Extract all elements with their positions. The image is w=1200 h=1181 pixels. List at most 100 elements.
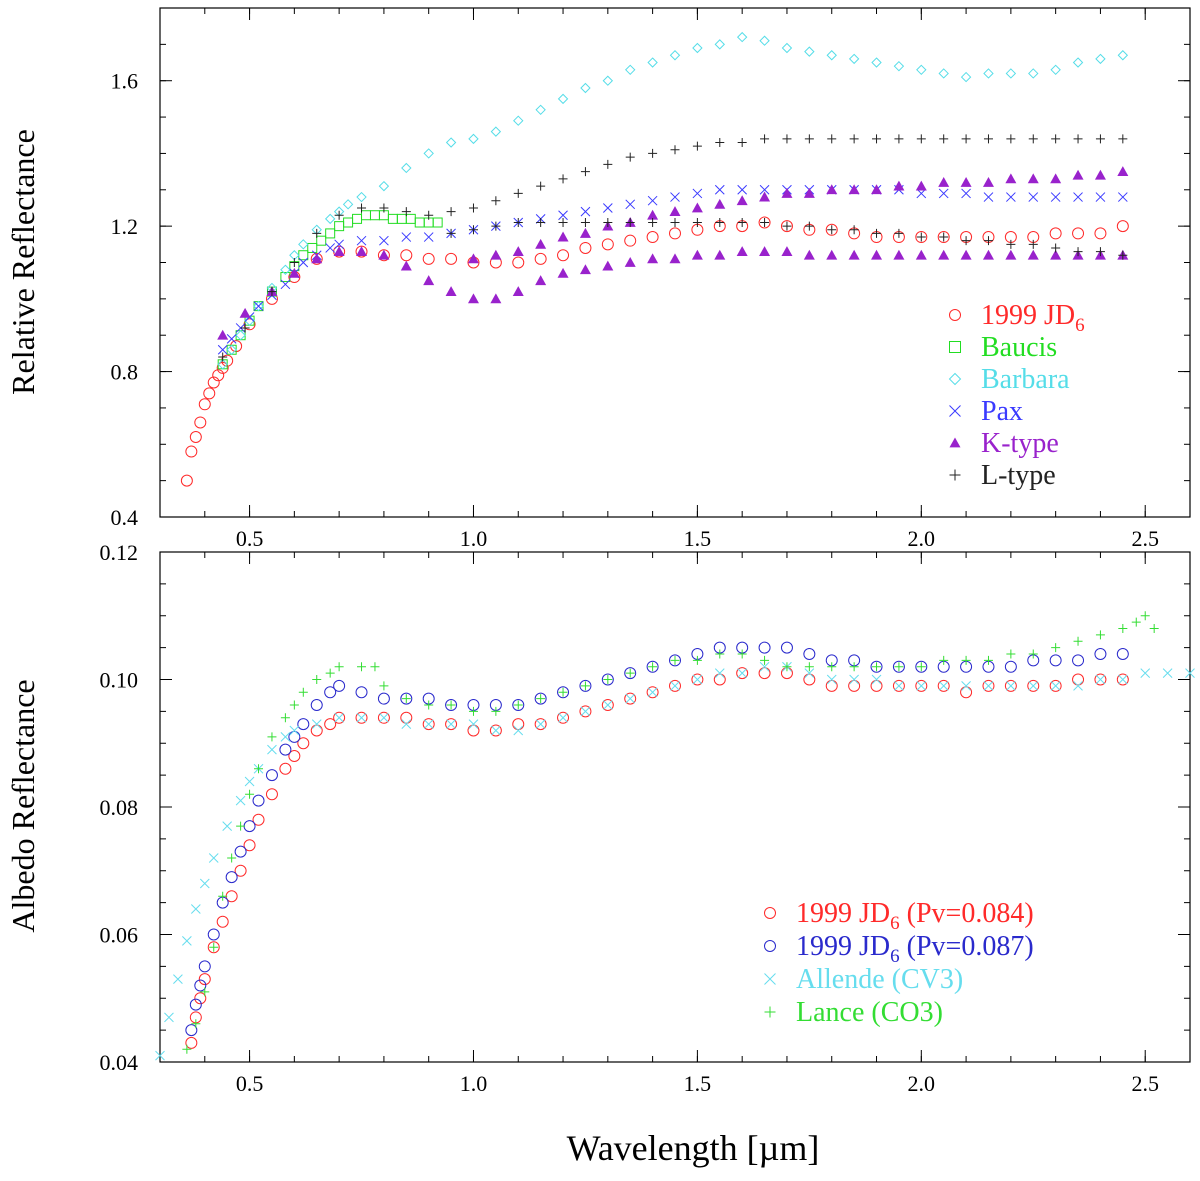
point-k-type	[647, 209, 659, 220]
point-lance-co3	[625, 668, 635, 678]
bottom-panel-ylabel: Albedo Reflectance	[5, 679, 41, 932]
point-k-type	[1027, 173, 1039, 184]
point-lance-co3	[804, 662, 814, 672]
point-1999-jd6-pv-0-087	[189, 998, 202, 1011]
legend-label-1999-jd6-pv-0-084: 1999 JD6 (Pv=0.084)	[796, 898, 1034, 934]
point-1999-jd6-pv-0-084	[1027, 679, 1040, 692]
point-lance-co3	[513, 700, 523, 710]
point-barbara	[1050, 64, 1061, 76]
point-1999-jd6-pv-0-087	[279, 743, 292, 756]
legend-marker-pax	[949, 405, 961, 417]
point-k-type	[356, 246, 368, 256]
point-allende-cv3	[1162, 668, 1173, 678]
point-1999-jd6-pv-0-087	[185, 1024, 198, 1037]
point-1999-jd6-pv-0-084	[534, 718, 547, 731]
point-1999-jd6-pv-0-084	[982, 679, 995, 692]
point-l-type	[267, 287, 277, 297]
point-allende-cv3	[280, 732, 291, 742]
point-barbara	[1117, 50, 1129, 61]
point-lance-co3	[236, 821, 246, 831]
point-1999-jd6-pv-0-087	[297, 718, 310, 731]
point-pax	[1028, 192, 1039, 202]
point-l-type	[648, 148, 658, 158]
point-1999-jd6-pv-0-084	[279, 762, 292, 775]
legend-name: Pax	[981, 396, 1023, 427]
point-1999-jd6-pv-0-084	[1072, 673, 1085, 686]
legend-marker-1999-jd6-pv-0-084	[764, 907, 776, 919]
point-allende-cv3	[1140, 668, 1151, 678]
point-baucis	[396, 213, 407, 224]
point-l-type	[737, 218, 747, 228]
point-l-type	[1028, 239, 1038, 249]
point-l-type	[737, 138, 747, 148]
point-allende-cv3	[826, 674, 837, 685]
point-l-type	[491, 221, 501, 231]
point-barbara	[217, 359, 228, 370]
point-1999-jd6-pv-0-084	[1049, 679, 1062, 692]
point-pax	[356, 235, 367, 246]
point-k-type	[579, 227, 591, 238]
point-barbara	[826, 50, 837, 61]
legend-label-1999-jd6-pv-0-087: 1999 JD6 (Pv=0.087)	[796, 931, 1034, 967]
point-k-type	[893, 180, 905, 191]
point-1999-jd6-pv-0-084	[216, 915, 229, 928]
legend-name: Allende (CV3)	[796, 964, 963, 995]
point-allende-cv3	[190, 904, 201, 914]
point-l-type	[894, 228, 904, 238]
point-allende-cv3	[1117, 674, 1128, 685]
point-l-type	[379, 203, 389, 213]
point-1999-jd6	[194, 416, 207, 429]
point-lance-co3	[916, 662, 926, 672]
legend-marker-allende-cv3	[764, 973, 776, 985]
y-tick-label: 0.06	[100, 923, 139, 948]
legend-marker-1999-jd6-pv-0-087	[764, 940, 776, 952]
point-l-type	[1006, 134, 1016, 144]
point-1999-jd6-pv-0-084	[803, 673, 816, 686]
point-1999-jd6-pv-0-084	[557, 711, 570, 724]
point-k-type	[239, 307, 251, 318]
point-k-type	[1005, 173, 1017, 184]
point-pax	[714, 184, 725, 195]
legend-name: 1999 JD	[796, 931, 890, 962]
point-lance-co3	[648, 662, 658, 672]
point-barbara	[1095, 53, 1106, 65]
point-k-type	[893, 249, 905, 260]
point-baucis	[361, 210, 371, 221]
point-1999-jd6-pv-0-084	[713, 673, 726, 686]
point-1999-jd6	[198, 398, 211, 411]
point-allende-cv3	[602, 700, 613, 710]
point-1999-jd6-pv-0-084	[1116, 673, 1129, 686]
point-1999-jd6	[937, 231, 950, 244]
point-1999-jd6-pv-0-084	[324, 718, 337, 731]
point-l-type	[491, 196, 501, 206]
point-1999-jd6-pv-0-084	[669, 679, 681, 692]
point-pax	[423, 232, 434, 242]
point-k-type	[579, 264, 591, 275]
point-k-type	[624, 257, 636, 267]
point-l-type	[849, 225, 859, 235]
point-1999-jd6-pv-0-087	[1072, 654, 1085, 667]
point-lance-co3	[760, 655, 770, 665]
point-1999-jd6-pv-0-084	[624, 692, 637, 705]
point-pax	[280, 279, 291, 290]
point-barbara	[938, 68, 949, 79]
legend-label-allende-cv3: Allende (CV3)	[796, 964, 963, 995]
point-1999-jd6-pv-0-087	[601, 673, 614, 686]
point-k-type	[288, 267, 300, 278]
point-lance-co3	[782, 662, 792, 672]
point-k-type	[1050, 249, 1062, 260]
point-1999-jd6-pv-0-084	[288, 750, 301, 762]
point-1999-jd6-pv-0-084	[333, 711, 346, 724]
point-l-type	[580, 218, 590, 228]
point-l-type	[536, 218, 546, 228]
point-allende-cv3	[737, 668, 748, 678]
point-allende-cv3	[513, 725, 524, 736]
point-1999-jd6-pv-0-084	[512, 718, 525, 731]
point-l-type	[939, 232, 949, 242]
point-barbara	[468, 133, 479, 145]
legend-label-barbara: Barbara	[981, 364, 1070, 395]
point-l-type	[872, 134, 882, 144]
point-allende-cv3	[289, 725, 300, 736]
x-tick-label: 1.0	[460, 526, 488, 551]
